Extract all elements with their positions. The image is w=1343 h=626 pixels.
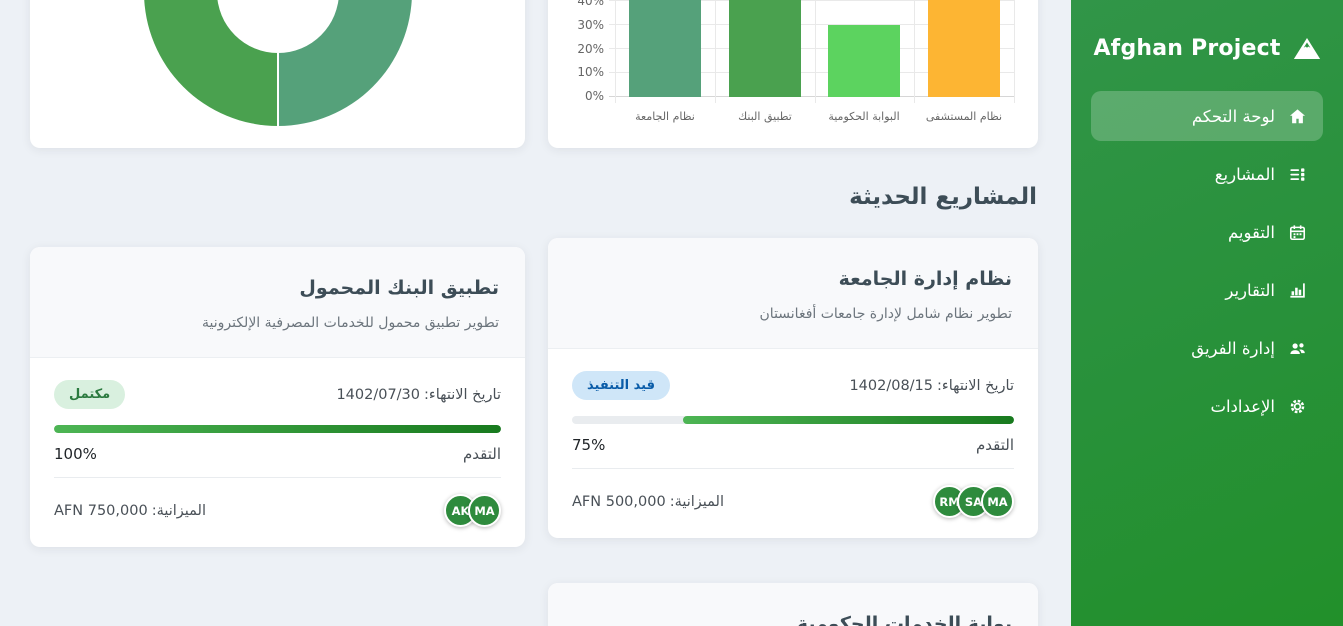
- sidebar-item-label: إدارة الفريق: [1191, 338, 1275, 358]
- gear-icon: [1288, 397, 1307, 416]
- progress-track: [572, 416, 1014, 424]
- project-description: تطوير تطبيق محمول للخدمات المصرفية الإلك…: [201, 315, 499, 331]
- project-description: تطوير نظام شامل لإدارة جامعات أفغانستان: [759, 306, 1012, 322]
- sidebar-item-team[interactable]: إدارة الفريق: [1091, 323, 1323, 373]
- bar-university: [629, 0, 701, 97]
- project-card-gov-portal: بوابة الخدمات الحكومية: [548, 583, 1038, 626]
- card-header: نظام إدارة الجامعة تطوير نظام شامل لإدار…: [548, 238, 1038, 349]
- chart-bar-icon: [1288, 281, 1307, 300]
- sidebar-item-label: التقارير: [1225, 280, 1275, 300]
- users-icon: [1288, 339, 1307, 358]
- section-title-recent-projects: المشاريع الحديثة: [849, 184, 1037, 210]
- x-label-university: نظام الجامعة: [635, 110, 695, 123]
- bar-bank: [729, 0, 801, 97]
- end-date: تاريخ الانتهاء:1402/07/30: [336, 386, 501, 403]
- divider: [572, 468, 1014, 469]
- donut-chart-card: [30, 0, 525, 148]
- sidebar-item-calendar[interactable]: التقويم: [1091, 207, 1323, 257]
- team-avatars: AK MA: [444, 494, 501, 527]
- y-tick-10: 10%: [577, 65, 604, 79]
- main-content: 0% 10% 20% 30% 40% نظام الجامعة تطبيق ال…: [30, 0, 1038, 626]
- sidebar-item-label: الإعدادات: [1210, 396, 1275, 416]
- sidebar: Afghan Project لوحة التحكم المشاريع التق…: [1071, 0, 1343, 626]
- gridline-40: [609, 0, 1014, 1]
- gridline-v2: [814, 0, 816, 103]
- bar-chart-card: 0% 10% 20% 30% 40% نظام الجامعة تطبيق ال…: [548, 0, 1038, 148]
- brand: Afghan Project: [1071, 0, 1343, 61]
- progress-value: 100%: [54, 445, 97, 463]
- status-badge: قيد التنفيذ: [572, 371, 670, 400]
- mountain-icon: [1293, 36, 1321, 61]
- progress-track: [54, 425, 501, 433]
- budget: الميزانية:AFN 750,000: [54, 502, 206, 519]
- sidebar-item-label: المشاريع: [1214, 164, 1275, 184]
- y-tick-20: 20%: [577, 42, 604, 56]
- gridline-20: [609, 48, 1014, 49]
- card-header: تطبيق البنك المحمول تطوير تطبيق محمول لل…: [30, 247, 525, 358]
- card-body: تاريخ الانتهاء:1402/08/15 قيد التنفيذ ال…: [548, 349, 1038, 538]
- home-icon: [1288, 107, 1307, 126]
- gridline-v0: [615, 0, 616, 103]
- gridline-v3: [914, 0, 916, 103]
- gridline-0: [609, 96, 1014, 97]
- progress-label: التقدم: [462, 445, 501, 463]
- card-body: تاريخ الانتهاء:1402/07/30 مكتمل التقدم 1…: [30, 358, 525, 547]
- x-label-hospital: نظام المستشفى: [925, 110, 1003, 123]
- brand-title: Afghan Project: [1093, 36, 1281, 61]
- sidebar-item-label: التقويم: [1227, 222, 1275, 242]
- progress-fill: [54, 425, 501, 433]
- bar-chart-plot: [609, 0, 1015, 103]
- bar-hospital: [928, 0, 1000, 97]
- project-title: نظام إدارة الجامعة: [838, 268, 1012, 290]
- calendar-icon: [1288, 223, 1307, 242]
- status-badge: مكتمل: [54, 380, 126, 409]
- sidebar-item-dashboard[interactable]: لوحة التحكم: [1091, 91, 1323, 141]
- gridline-30: [609, 24, 1014, 25]
- sidebar-item-settings[interactable]: الإعدادات: [1091, 381, 1323, 431]
- x-label-gov-portal: البوابة الحكومية: [828, 110, 900, 123]
- sidebar-item-projects[interactable]: المشاريع: [1091, 149, 1323, 199]
- project-title: بوابة الخدمات الحكومية: [796, 613, 1012, 626]
- progress-label: التقدم: [975, 436, 1014, 454]
- progress-value: 75%: [572, 436, 606, 454]
- project-card-university: نظام إدارة الجامعة تطوير نظام شامل لإدار…: [548, 238, 1038, 538]
- donut-segment-divider: [277, 53, 279, 126]
- card-header: بوابة الخدمات الحكومية: [548, 583, 1038, 626]
- divider: [54, 477, 501, 478]
- sidebar-item-label: لوحة التحكم: [1191, 106, 1275, 126]
- end-date: تاريخ الانتهاء:1402/08/15: [849, 377, 1014, 394]
- gridline-10: [609, 72, 1014, 73]
- project-title: تطبيق البنك المحمول: [299, 277, 499, 299]
- list-icon: [1288, 165, 1307, 184]
- gridline-v1: [714, 0, 716, 103]
- avatar: MA: [468, 494, 501, 527]
- y-tick-30: 30%: [577, 18, 604, 32]
- team-avatars: RM SA MA: [933, 485, 1014, 518]
- y-tick-40: 40%: [577, 0, 604, 8]
- sidebar-nav: لوحة التحكم المشاريع التقويم التقارير: [1071, 91, 1343, 431]
- gridline-v4: [1014, 0, 1015, 103]
- progress-fill: [682, 416, 1014, 424]
- bar-gov-portal: [828, 25, 900, 97]
- project-card-bank: تطبيق البنك المحمول تطوير تطبيق محمول لل…: [30, 247, 525, 547]
- y-tick-0: 0%: [584, 89, 604, 103]
- x-label-bank: تطبيق البنك: [738, 110, 792, 123]
- budget: الميزانية:AFN 500,000: [572, 493, 724, 510]
- sidebar-item-reports[interactable]: التقارير: [1091, 265, 1323, 315]
- avatar: MA: [981, 485, 1014, 518]
